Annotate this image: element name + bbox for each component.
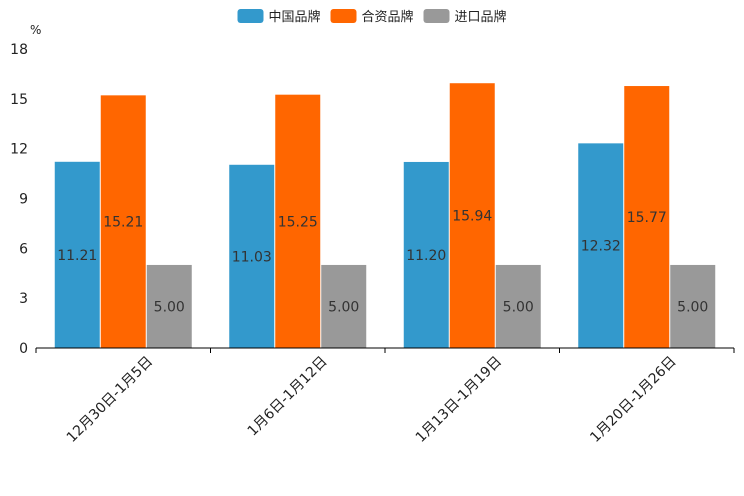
bar <box>578 143 624 348</box>
bar <box>449 83 495 349</box>
legend-item[interactable]: 进口品牌 <box>423 9 507 25</box>
bar <box>403 161 449 348</box>
legend-label: 合资品牌 <box>362 9 414 25</box>
legend-label: 进口品牌 <box>455 9 507 25</box>
legend: 中国品牌 合资品牌 进口品牌 <box>237 9 507 25</box>
data-label: 15.94 <box>452 209 492 225</box>
x-tick-label: 12月30日-1月5日 <box>64 354 156 446</box>
x-tick-label: 1月20日-1月26日 <box>587 354 679 446</box>
data-labels: 11.21 15.21 5.00 11.03 15.25 5.00 11.20 15.94 5.… <box>57 209 708 316</box>
data-label: 12.32 <box>581 239 621 255</box>
bar <box>670 264 716 348</box>
legend-label: 中国品牌 <box>269 9 321 25</box>
data-label: 15.21 <box>103 215 143 231</box>
bar <box>100 95 146 348</box>
bar <box>275 94 321 348</box>
bar <box>495 264 541 348</box>
y-tick-label: 6 <box>19 241 28 257</box>
legend-item[interactable]: 中国品牌 <box>237 9 321 25</box>
x-tick-label: 1月13日-1月19日 <box>413 354 505 446</box>
x-tick-label: 1月6日-1月12日 <box>245 354 331 440</box>
data-label: 11.21 <box>57 248 97 264</box>
data-label: 5.00 <box>328 299 359 315</box>
bar <box>54 161 100 348</box>
x-axis: 12月30日-1月5日 1月6日-1月12日 1月13日-1月19日 1月20日-1月… <box>35 347 735 446</box>
legend-item[interactable]: 合资品牌 <box>330 9 414 25</box>
bar <box>321 264 367 348</box>
y-tick-label: 3 <box>19 291 28 307</box>
bar <box>624 86 670 348</box>
data-label: 15.77 <box>627 210 667 226</box>
data-label: 5.00 <box>503 299 534 315</box>
bar <box>229 164 275 348</box>
y-tick-label: 15 <box>10 92 28 108</box>
legend-swatch <box>423 9 450 23</box>
y-tick-label: 9 <box>19 192 28 208</box>
y-axis-unit-label: % <box>30 23 41 37</box>
y-axis: 0 3 6 9 12 15 18 <box>10 42 28 357</box>
y-tick-label: 18 <box>10 42 28 58</box>
legend-swatch <box>237 9 264 23</box>
legend-swatch <box>330 9 357 23</box>
data-label: 5.00 <box>154 299 185 315</box>
y-tick-label: 12 <box>10 142 28 158</box>
data-label: 11.20 <box>406 248 446 264</box>
bars <box>54 83 716 349</box>
y-tick-label: 0 <box>19 341 28 357</box>
data-label: 15.25 <box>278 214 318 230</box>
data-label: 11.03 <box>232 249 272 265</box>
bar <box>146 264 192 348</box>
data-label: 5.00 <box>677 299 708 315</box>
